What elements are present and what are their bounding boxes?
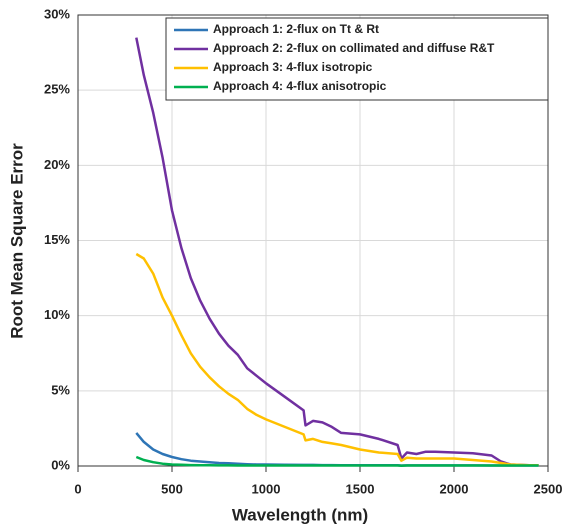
y-tick-label: 0% [51,457,70,472]
y-tick-label: 10% [44,307,70,322]
data-line [135,455,539,467]
legend-label: Approach 1: 2-flux on Tt & Rt [213,22,379,36]
y-axis-label: Root Mean Square Error [7,143,26,339]
data-line [135,252,539,467]
legend-box [165,17,549,101]
legend-label: Approach 4: 4-flux anisotropic [213,79,387,93]
x-axis-label: Wavelength (nm) [232,505,368,524]
x-tick-label: 1500 [346,481,375,496]
y-tick-label: 25% [44,82,70,97]
legend: Approach 1: 2-flux on Tt & Rt Approach 2:… [165,17,549,101]
x-tick-label: 500 [161,481,183,496]
legend-label: Approach 2: 2-flux on collimated and dif… [213,41,495,55]
x-tick-label: 0 [74,481,81,496]
y-tick-label: 20% [44,157,70,172]
x-tick-label: 2500 [534,481,563,496]
y-tick-label: 15% [44,232,70,247]
data-line [135,37,539,467]
y-tick-label: 5% [51,382,70,397]
legend-label: Approach 3: 4-flux isotropic [213,60,373,74]
x-tick-label: 1000 [252,481,281,496]
y-tick-label: 30% [44,6,70,21]
x-tick-label: 2000 [440,481,469,496]
